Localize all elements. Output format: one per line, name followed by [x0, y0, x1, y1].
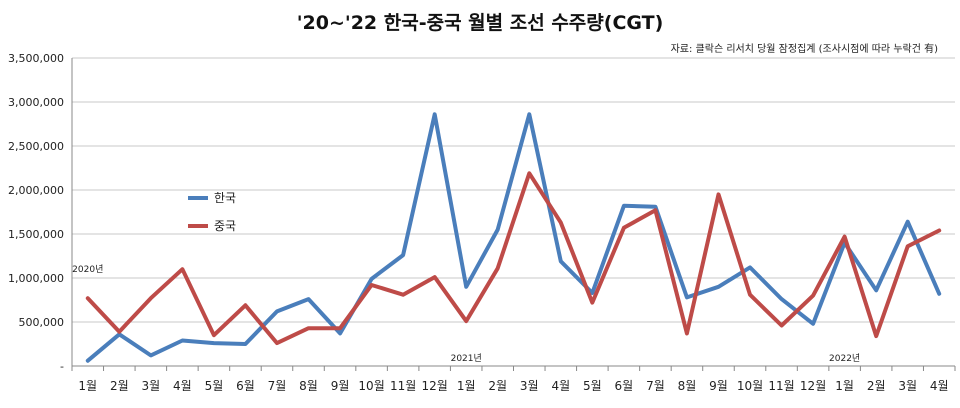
x-tick-label: 3월 — [141, 379, 160, 393]
x-tick-label: 3월 — [520, 379, 539, 393]
x-tick-label: 8월 — [299, 379, 318, 393]
y-tick-label: 1,000,000 — [8, 272, 64, 285]
x-tick-label: 4월 — [930, 379, 949, 393]
y-tick-label: - — [60, 360, 64, 373]
x-tick-label: 10월 — [358, 379, 384, 393]
x-tick-label: 5월 — [583, 379, 602, 393]
chart-title: '20~'22 한국-중국 월별 조선 수주량(CGT) — [296, 12, 664, 34]
source-note: 자료: 클락슨 리서치 당월 잠정집계 (조사시점에 따라 누락건 有) — [670, 44, 938, 55]
x-tick-label: 7월 — [268, 379, 287, 393]
y-axis-ticks: - 500,000 1,000,000 1,500,000 2,000,000 2,500… — [8, 52, 64, 373]
series-lines — [85, 112, 942, 363]
x-axis-ticks: 1월 2월 3월 4월 5월 6월 7월 8월 9월 10월 11월 12월 1월 2월 3월 4월 5월 6월 7… — [78, 379, 948, 393]
x-tick-label: 12월 — [422, 379, 448, 393]
x-tick-label: 9월 — [709, 379, 728, 393]
y-tick-label: 1,500,000 — [8, 228, 64, 241]
gridlines — [71, 57, 956, 371]
y-tick-label: 3,000,000 — [8, 96, 64, 109]
year-labels: 2020년 2021년 2022년 — [72, 264, 860, 364]
x-tick-label: 9월 — [331, 379, 350, 393]
x-tick-label: 8월 — [678, 379, 697, 393]
x-tick-label: 11월 — [768, 379, 794, 393]
series-line-korea — [85, 112, 942, 363]
x-tick-label: 2월 — [110, 379, 129, 393]
x-tick-label: 3월 — [898, 379, 917, 393]
x-tick-label: 11월 — [390, 379, 416, 393]
x-tick-label: 5월 — [205, 379, 224, 393]
year-label: 2020년 — [72, 264, 103, 275]
series-line-china — [85, 171, 942, 346]
year-label: 2022년 — [829, 353, 860, 364]
x-tick-label: 7월 — [646, 379, 665, 393]
x-tick-label: 10월 — [737, 379, 763, 393]
legend-label: 중국 — [214, 219, 236, 233]
x-tick-label: 2월 — [867, 379, 886, 393]
x-tick-label: 1월 — [835, 379, 854, 393]
y-tick-label: 3,500,000 — [8, 52, 64, 65]
x-tick-label: 2월 — [488, 379, 507, 393]
x-tick-label: 12월 — [800, 379, 826, 393]
x-tick-label: 4월 — [173, 379, 192, 393]
x-tick-label: 1월 — [78, 379, 97, 393]
y-tick-label: 500,000 — [19, 316, 65, 329]
y-tick-label: 2,000,000 — [8, 184, 64, 197]
year-label: 2021년 — [451, 353, 482, 364]
x-tick-label: 6월 — [615, 379, 634, 393]
y-tick-label: 2,500,000 — [8, 140, 64, 153]
legend-label: 한국 — [214, 191, 236, 205]
x-tick-label: 6월 — [236, 379, 255, 393]
x-tick-label: 4월 — [551, 379, 570, 393]
x-tick-label: 1월 — [457, 379, 476, 393]
